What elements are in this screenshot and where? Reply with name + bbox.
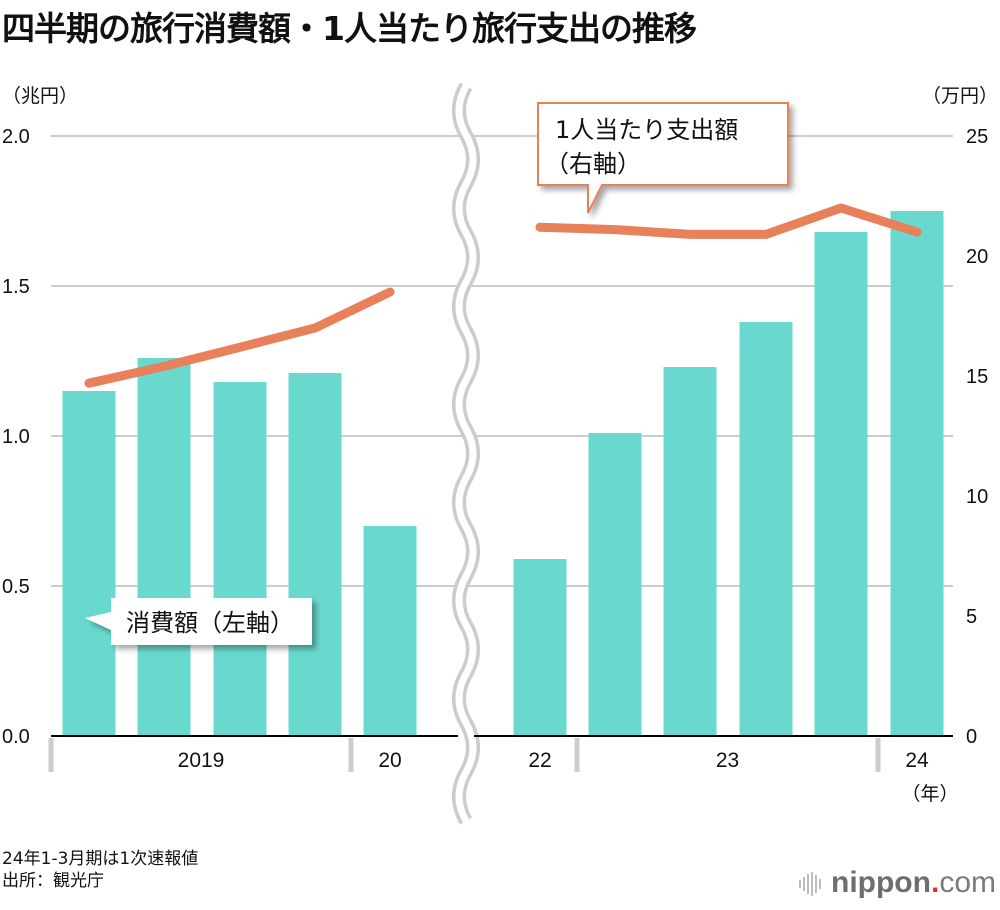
right-tick-label: 25 <box>966 126 988 148</box>
x-axis-unit: （年） <box>901 783 958 805</box>
year-label: 24 <box>905 749 929 772</box>
left-tick-label: 0.5 <box>2 576 30 598</box>
line-segment <box>535 203 922 239</box>
right-tick-label: 0 <box>966 726 977 748</box>
axis-break-inner <box>455 84 477 823</box>
callout-spending-label: （右軸） <box>545 150 641 178</box>
bar <box>62 391 116 736</box>
callout-consumption <box>85 598 312 645</box>
left-tick-label: 0.0 <box>2 726 30 748</box>
line-series <box>84 203 922 388</box>
axes: 0.0 0.5 1.0 1.5 2.0 0 5 10 15 20 25 2019 20 22 23 24 <box>2 126 988 772</box>
bar <box>363 526 417 736</box>
bar <box>513 559 567 736</box>
year-label: 22 <box>528 749 551 772</box>
gridlines <box>51 135 953 587</box>
bar <box>288 373 342 736</box>
chart-title: 四半期の旅行消費額・1人当たり旅行支出の推移 <box>2 9 697 48</box>
left-tick-label: 1.5 <box>2 276 30 298</box>
left-axis-unit: （兆円） <box>2 85 78 107</box>
right-tick-label: 5 <box>966 606 977 628</box>
callout-consumption-label: 消費額（左軸） <box>126 609 294 637</box>
brand-dot: . <box>930 866 940 899</box>
year-label: 23 <box>716 749 739 772</box>
soundwave-icon <box>799 872 821 897</box>
bars <box>62 211 944 736</box>
note-source: 出所：観光庁 <box>2 871 104 891</box>
year-label: 20 <box>378 749 401 772</box>
brand-name: nippon <box>831 866 931 899</box>
year-label: 2019 <box>178 749 225 772</box>
axis-break <box>452 82 480 825</box>
brand-logo: nippon.com <box>797 866 996 900</box>
right-tick-label: 20 <box>966 246 988 268</box>
bar <box>663 367 717 736</box>
right-tick-label: 15 <box>966 366 988 388</box>
callout-spending-label: 1人当たり支出額 <box>555 116 738 144</box>
bar <box>814 232 868 736</box>
line-segment <box>84 287 395 388</box>
brand-tld: com <box>939 866 996 899</box>
bar <box>137 358 191 736</box>
bar <box>588 433 642 736</box>
callouts: 消費額（左軸） 1人当たり支出額 （右軸） <box>85 102 789 645</box>
callout-box <box>537 102 789 214</box>
callout-box <box>85 598 312 645</box>
footnotes: 24年1-3月期は1次速報値 出所：観光庁 <box>2 848 198 892</box>
left-tick-label: 1.0 <box>2 426 30 448</box>
note-preliminary: 24年1-3月期は1次速報値 <box>2 849 199 869</box>
right-axis-unit: （万円） <box>922 85 998 107</box>
bar <box>890 211 944 736</box>
left-tick-label: 2.0 <box>2 126 30 148</box>
bar <box>213 382 267 736</box>
right-tick-label: 10 <box>966 486 988 508</box>
bar <box>739 322 793 736</box>
callout-spending <box>537 102 789 214</box>
